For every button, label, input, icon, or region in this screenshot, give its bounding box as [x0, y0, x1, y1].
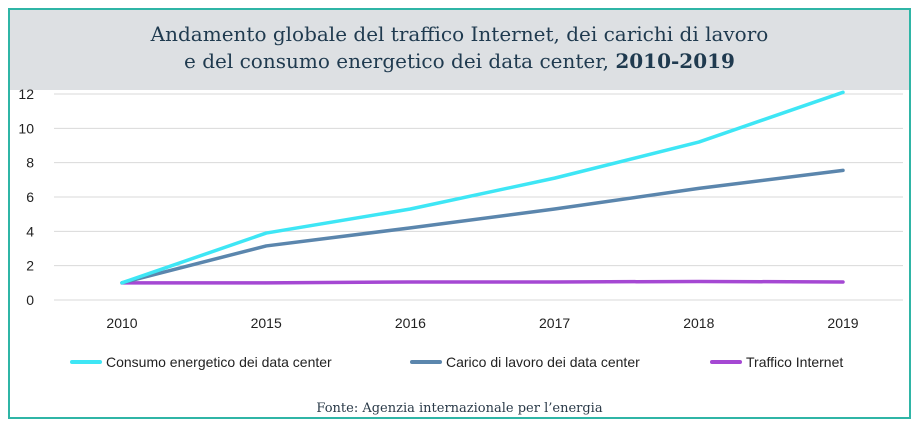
- legend-swatch-1: [70, 360, 102, 364]
- legend-label-2: Carico di lavoro dei data center: [446, 354, 640, 370]
- x-tick-label-2017: 2017: [539, 315, 570, 331]
- y-tick-label-2: 2: [26, 258, 34, 274]
- chart-title-line-1: Andamento globale del traffico Internet,…: [150, 22, 769, 46]
- series-2-point-2015: [265, 245, 267, 247]
- chart-title: Andamento globale del traffico Internet,…: [10, 21, 909, 75]
- legend-swatch-2: [410, 360, 442, 364]
- y-tick-label-8: 8: [26, 155, 34, 171]
- series-line-3: [120, 279, 845, 285]
- series-1-point-2019: [842, 91, 844, 94]
- series-3-point-2018: [698, 280, 700, 283]
- chart-legend: Consumo energetico dei data center Carico…: [10, 354, 909, 376]
- chart-title-line-2: e del consumo energetico dei data center…: [10, 48, 909, 75]
- y-tick-label-12: 12: [18, 86, 34, 102]
- x-tick-label-2015: 2015: [251, 315, 282, 331]
- source-note: Fonte: Agenzia internazionale per l’ener…: [316, 401, 603, 416]
- series-line-1: [120, 90, 845, 285]
- x-tick-label-2019: 2019: [827, 315, 858, 331]
- legend-item-2: Carico di lavoro dei data center: [410, 354, 640, 370]
- legend-label-3: Traffico Internet: [746, 354, 844, 370]
- series-1-point-2016: [409, 208, 412, 210]
- series-1-point-2015: [265, 232, 267, 234]
- legend-item-3: Traffico Internet: [710, 354, 843, 370]
- series-1-point-2018: [698, 141, 700, 143]
- chart-title-line-2-text: e del consumo energetico dei data center…: [184, 49, 616, 73]
- legend-label-1: Consumo energetico dei data center: [106, 354, 332, 370]
- x-tick-label-2010: 2010: [106, 315, 137, 331]
- x-tick-label-2016: 2016: [395, 315, 426, 331]
- legend-swatch-3: [710, 360, 742, 364]
- x-tick-label-2018: 2018: [683, 315, 714, 331]
- series-2-point-2018: [698, 187, 700, 190]
- series-3-point-2019: [842, 281, 844, 283]
- line-chart: 0 2 4 6 8 10 12 2010 2015 2016 2017 2018 2019: [18, 86, 903, 331]
- series-1-point-2017: [553, 177, 556, 179]
- y-tick-label-4: 4: [26, 223, 34, 239]
- series-2-point-2016: [409, 227, 412, 229]
- series-1-point-2010: [121, 282, 123, 284]
- legend-item-1: Consumo energetico dei data center: [70, 354, 332, 370]
- chart-frame: Andamento globale del traffico Internet,…: [8, 8, 911, 419]
- series-3-point-2016: [409, 281, 412, 283]
- y-tick-label-10: 10: [18, 120, 34, 136]
- series-line-2: [120, 168, 845, 285]
- series-2-point-2019: [842, 169, 844, 172]
- y-tick-label-0: 0: [26, 292, 34, 308]
- series-3-point-2017: [553, 281, 556, 283]
- series-3-point-2015: [265, 282, 267, 284]
- y-tick-label-6: 6: [26, 189, 34, 205]
- series-2-point-2017: [553, 208, 556, 210]
- chart-title-years: 2010-2019: [615, 49, 735, 73]
- title-band: [10, 10, 909, 90]
